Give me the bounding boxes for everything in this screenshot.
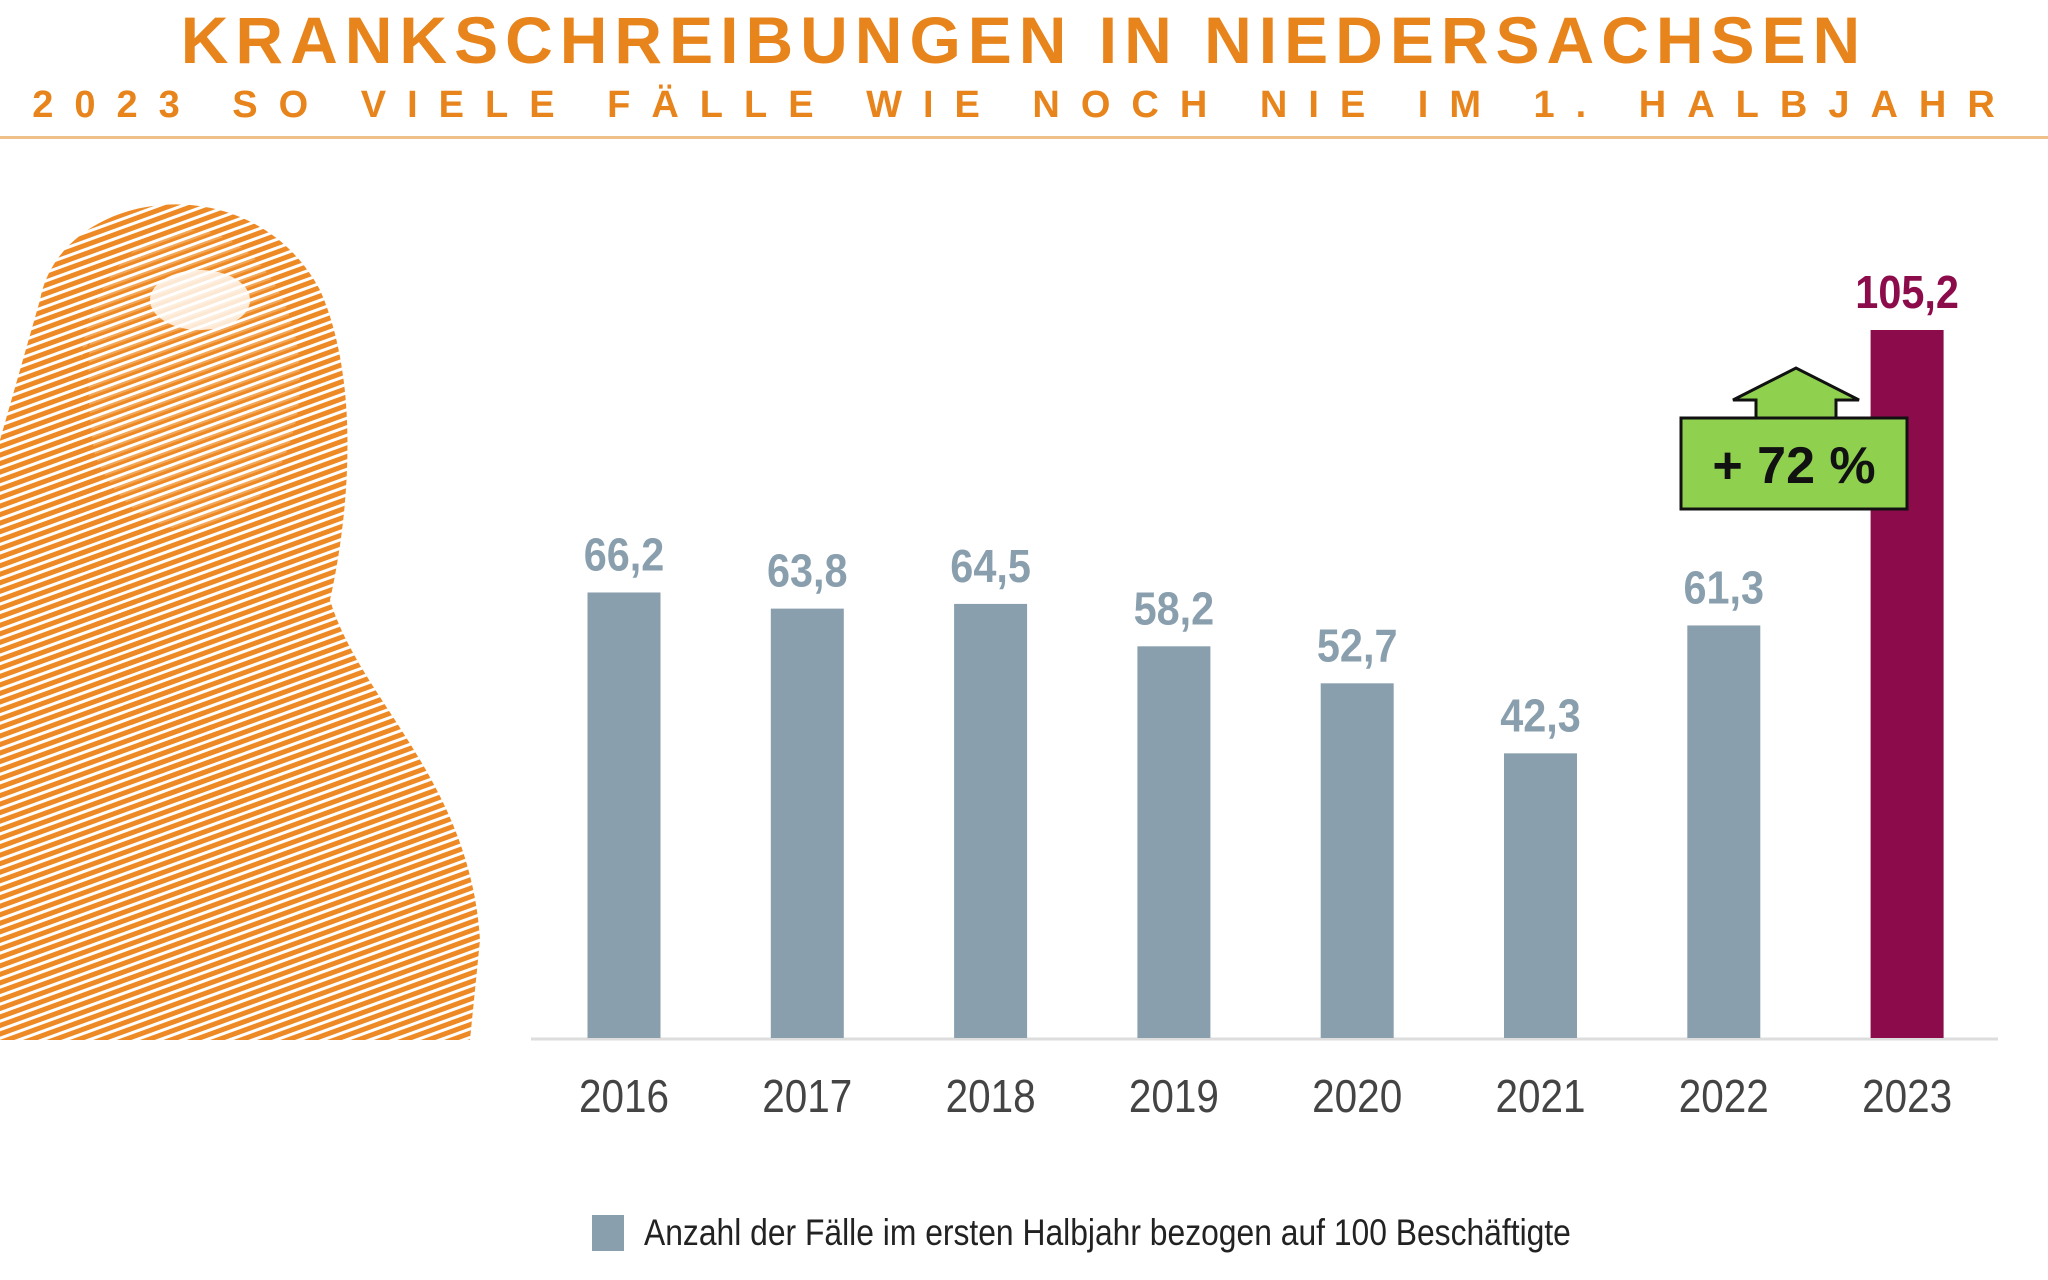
- value-label-2022: 61,3: [1684, 562, 1765, 614]
- bar-2018: [954, 603, 1028, 1038]
- bar-2017: [770, 608, 844, 1038]
- bar-2016: [587, 592, 661, 1038]
- bar-2022: [1687, 625, 1761, 1038]
- woman-headache-illustration: [0, 204, 480, 1040]
- title-divider: [0, 136, 2048, 139]
- legend: Anzahl der Fälle im ersten Halbjahr bezo…: [592, 1212, 1722, 1254]
- bar-2019: [1137, 646, 1211, 1038]
- chart-title: KRANKSCHREIBUNGEN IN NIEDERSACHSEN: [180, 3, 1868, 77]
- x-tick-label-2019: 2019: [1129, 1072, 1219, 1123]
- x-tick-label-2017: 2017: [762, 1072, 852, 1123]
- bar-2020: [1320, 683, 1394, 1038]
- x-tick-label-2020: 2020: [1312, 1072, 1402, 1123]
- value-label-2016: 66,2: [584, 529, 665, 581]
- increase-callout: + 72 %: [1679, 366, 1909, 511]
- value-label-2017: 63,8: [767, 546, 848, 598]
- value-label-2020: 52,7: [1317, 620, 1398, 672]
- x-tick-label-2018: 2018: [946, 1072, 1036, 1123]
- legend-label: Anzahl der Fälle im ersten Halbjahr bezo…: [644, 1212, 1571, 1253]
- value-label-2018: 64,5: [950, 541, 1031, 593]
- x-tick-label-2023: 2023: [1862, 1072, 1952, 1123]
- value-label-2023: 105,2: [1855, 267, 1959, 319]
- legend-swatch: [592, 1215, 624, 1251]
- increase-percent-label: + 72 %: [1712, 437, 1875, 495]
- x-tick-label-2016: 2016: [579, 1072, 669, 1123]
- value-label-2021: 42,3: [1500, 690, 1581, 742]
- bar-2021: [1504, 753, 1577, 1038]
- up-arrow-icon: [1732, 366, 1860, 418]
- chart-subtitle: 2023 SO VIELE FÄLLE WIE NOCH NIE IM 1. H…: [32, 84, 2016, 126]
- x-tick-label-2021: 2021: [1495, 1072, 1585, 1123]
- x-tick-label-2022: 2022: [1679, 1072, 1769, 1123]
- value-label-2019: 58,2: [1134, 583, 1215, 635]
